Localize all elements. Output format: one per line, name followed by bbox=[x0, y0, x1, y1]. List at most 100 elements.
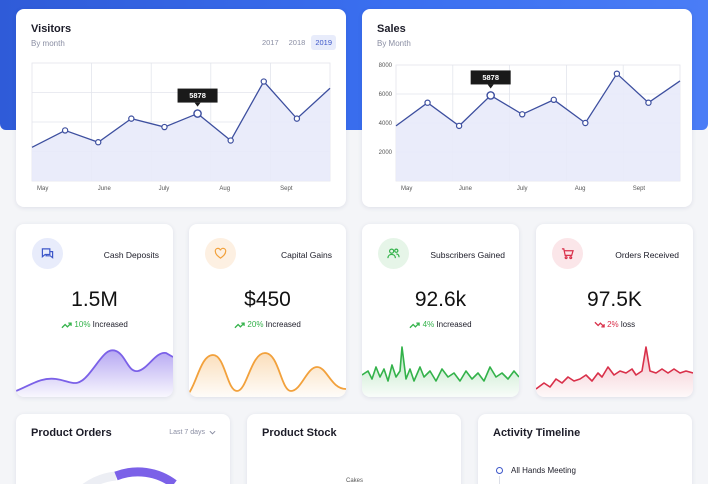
stat-label: Capital Gains bbox=[280, 250, 332, 260]
stat-card-orders-received: Orders Received 97.5K 2% loss bbox=[536, 224, 693, 397]
product-orders-title: Product Orders bbox=[31, 427, 112, 439]
data-point bbox=[550, 96, 557, 104]
series-line bbox=[395, 72, 681, 127]
data-point bbox=[95, 139, 102, 146]
data-point bbox=[613, 70, 621, 77]
sales-subtitle: By Month bbox=[377, 39, 411, 48]
chart-legend-label: Cakes bbox=[346, 478, 364, 484]
stat-pct: 2% bbox=[607, 320, 619, 329]
stat-change: 20% Increased bbox=[189, 320, 346, 329]
subscribers-sparkline bbox=[362, 346, 519, 397]
data-point bbox=[519, 111, 526, 118]
data-point bbox=[582, 119, 589, 127]
tooltip-pointer bbox=[194, 102, 201, 107]
stat-icon-bg bbox=[205, 238, 236, 269]
trend-down-icon bbox=[594, 321, 605, 328]
chat-icon bbox=[41, 248, 54, 259]
stat-trend: loss bbox=[620, 320, 636, 329]
sales-chart: 5878 May June July Aug Sept 2000 4000 6000 8000 bbox=[379, 63, 681, 192]
x-tick-label: Aug bbox=[575, 186, 586, 192]
data-point bbox=[424, 99, 431, 106]
x-tick-label: May bbox=[401, 186, 412, 192]
stat-icon-bg bbox=[378, 238, 409, 269]
data-point bbox=[227, 137, 234, 144]
y-tick-label: 4000 bbox=[379, 121, 393, 127]
sales-card: Sales By Month 5878 May June July Aug Sept 200… bbox=[362, 9, 692, 207]
capital-gains-sparkline bbox=[189, 352, 346, 397]
data-point bbox=[161, 123, 168, 131]
tooltip-label: 5878 bbox=[189, 91, 206, 100]
stat-label: Cash Deposits bbox=[103, 250, 159, 260]
y-tick-label: 2000 bbox=[379, 150, 393, 156]
stat-card-cash-deposits: Cash Deposits 1.5M 10% Increased bbox=[16, 224, 173, 397]
data-point bbox=[61, 127, 69, 134]
year-tabs: 2017 2018 2019 bbox=[258, 35, 336, 50]
stat-value: $450 bbox=[244, 288, 291, 311]
stat-card-subscribers-gained: Subscribers Gained 92.6k 4% Increased bbox=[362, 224, 519, 397]
stat-pct: 10% bbox=[74, 320, 91, 329]
x-tick-label: July bbox=[159, 186, 170, 192]
stat-label: Subscribers Gained bbox=[430, 250, 505, 260]
stat-change: 2% loss bbox=[536, 320, 693, 329]
series-line bbox=[31, 80, 331, 148]
stat-pct: 4% bbox=[422, 320, 435, 329]
data-point bbox=[455, 122, 463, 130]
timeline-dot bbox=[496, 467, 503, 474]
data-point bbox=[128, 115, 135, 122]
visitors-subtitle: By month bbox=[31, 39, 65, 48]
x-tick-label: Sept bbox=[280, 186, 293, 192]
stat-change: 10% Increased bbox=[16, 320, 173, 329]
x-tick-label: May bbox=[37, 186, 48, 192]
highlight-point bbox=[486, 91, 495, 100]
tooltip-label: 5878 bbox=[482, 73, 499, 82]
timeline-item[interactable]: All Hands Meeting bbox=[496, 466, 576, 475]
tooltip-box bbox=[177, 88, 218, 103]
visitors-chart: 5878 May June July Aug Sept bbox=[31, 62, 331, 192]
stat-trend: Increased bbox=[436, 320, 472, 329]
x-tick-label: July bbox=[517, 186, 528, 192]
tooltip-pointer bbox=[487, 84, 494, 89]
stat-pct: 20% bbox=[247, 320, 264, 329]
range-dropdown[interactable]: Last 7 days bbox=[169, 429, 216, 436]
tab-2019[interactable]: 2019 bbox=[311, 35, 336, 50]
area-fill bbox=[32, 81, 330, 181]
stat-value: 92.6k bbox=[414, 288, 467, 311]
stat-icon-bg bbox=[552, 238, 583, 269]
tab-2018[interactable]: 2018 bbox=[288, 38, 306, 47]
x-tick-label: Sept bbox=[633, 186, 646, 192]
y-tick-label: 6000 bbox=[379, 92, 393, 98]
data-point bbox=[293, 115, 301, 122]
timeline-text: All Hands Meeting bbox=[511, 466, 576, 475]
highlight-point bbox=[193, 109, 202, 118]
orders-sparkline bbox=[536, 346, 693, 397]
x-tick-label: June bbox=[459, 186, 473, 192]
stat-icon-bg bbox=[32, 238, 63, 269]
timeline-line bbox=[499, 476, 500, 484]
tooltip-box bbox=[470, 70, 511, 85]
visitors-title: Visitors bbox=[31, 23, 72, 35]
product-stock-card: Product Stock Cakes bbox=[247, 414, 461, 484]
sales-title: Sales bbox=[377, 23, 406, 35]
cash-deposits-sparkline bbox=[16, 349, 173, 397]
x-tick-label: Aug bbox=[219, 186, 230, 192]
stat-trend: Increased bbox=[265, 320, 301, 329]
data-point bbox=[260, 78, 267, 85]
activity-timeline-title: Activity Timeline bbox=[493, 427, 581, 439]
area-fill bbox=[396, 73, 680, 181]
stat-value: 97.5K bbox=[587, 288, 642, 311]
visitors-card: Visitors By month 2017 2018 2019 5878 May… bbox=[16, 9, 346, 207]
users-icon bbox=[387, 248, 400, 259]
product-stock-title: Product Stock bbox=[262, 427, 337, 439]
y-tick-label: 8000 bbox=[379, 63, 393, 69]
stat-card-capital-gains: Capital Gains $450 20% Increased bbox=[189, 224, 346, 397]
x-tick-label: June bbox=[98, 186, 112, 192]
stat-label: Orders Received bbox=[615, 250, 679, 260]
range-label: Last 7 days bbox=[169, 429, 205, 436]
tab-2017[interactable]: 2017 bbox=[261, 38, 279, 47]
stat-trend: Increased bbox=[92, 320, 128, 329]
data-point bbox=[645, 99, 652, 106]
cart-icon bbox=[561, 248, 574, 260]
product-orders-card: Product Orders Last 7 days bbox=[16, 414, 230, 484]
heart-icon bbox=[214, 247, 227, 259]
stat-value: 1.5M bbox=[71, 288, 118, 311]
